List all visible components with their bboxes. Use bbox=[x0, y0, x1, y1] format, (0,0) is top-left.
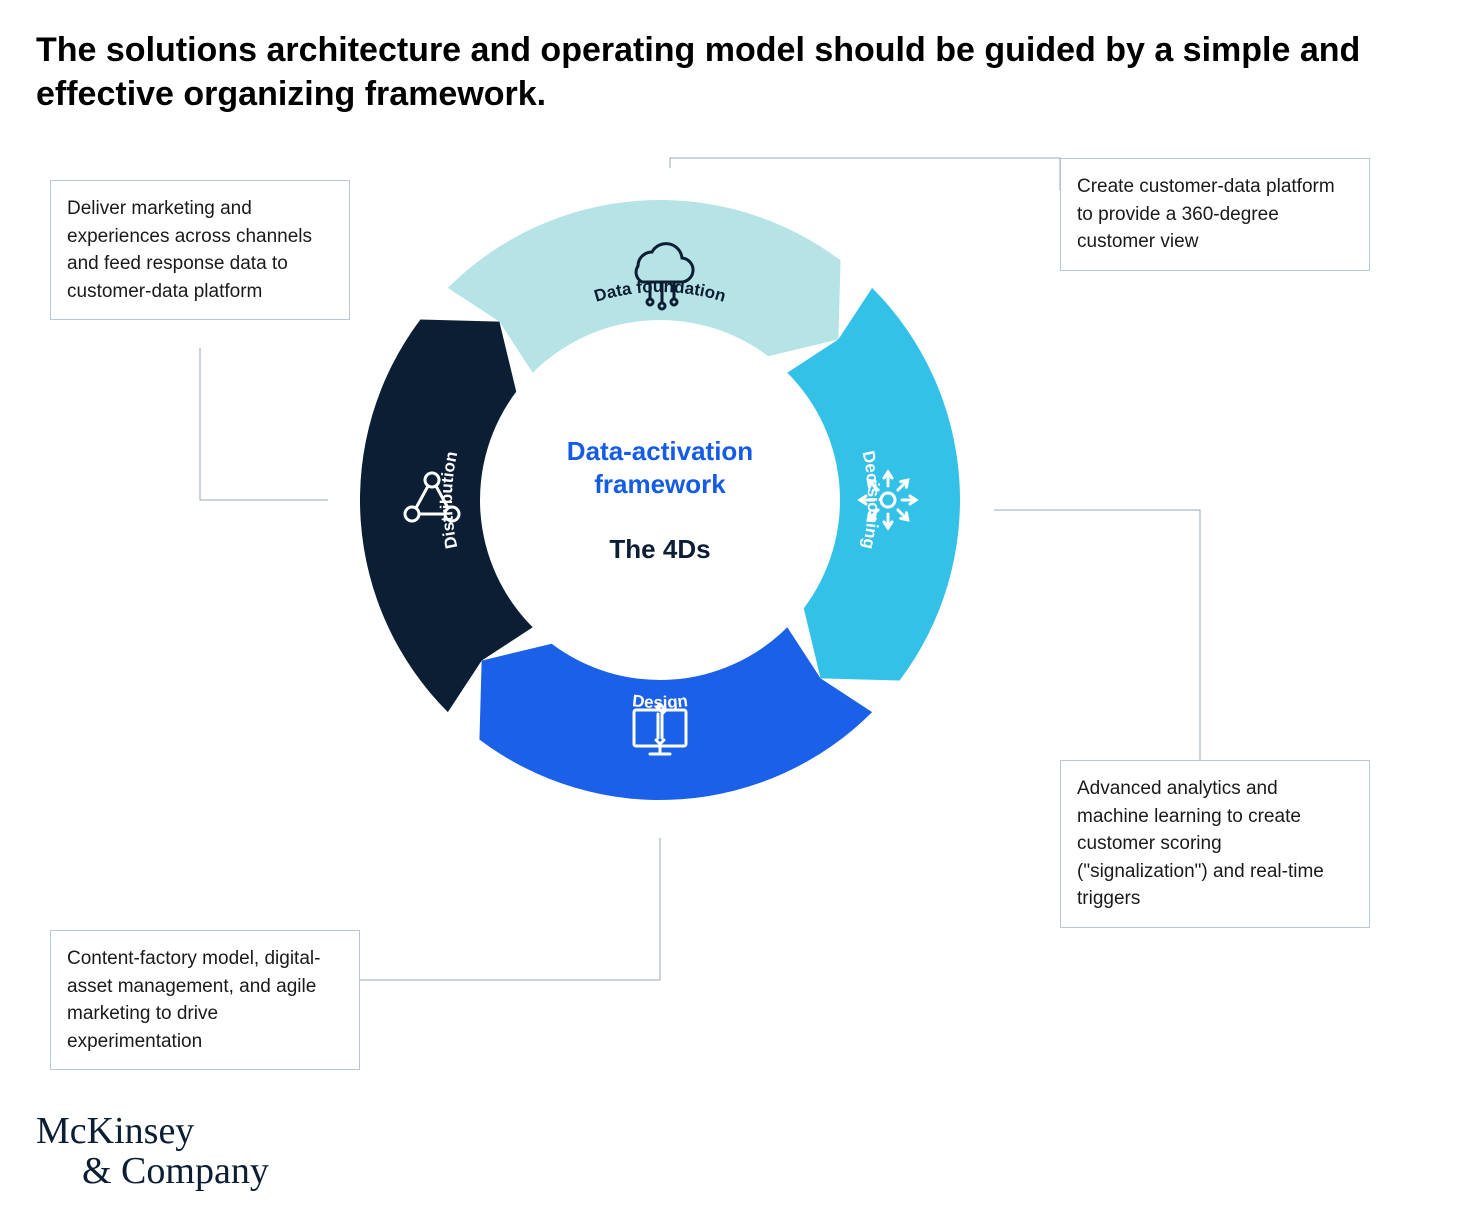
mckinsey-logo: McKinsey & Company bbox=[36, 1112, 269, 1192]
callout-distribution: Deliver marketing and experiences across… bbox=[50, 180, 350, 320]
callout-data-foundation: Create customer-data platform to provide… bbox=[1060, 158, 1370, 271]
segment-label-design: Design bbox=[631, 691, 688, 712]
page-title: The solutions architecture and operating… bbox=[36, 28, 1384, 116]
donut-chart: Data foundationDecisioningDesignDistribu… bbox=[320, 160, 1000, 840]
diagram-area: Data foundationDecisioningDesignDistribu… bbox=[0, 150, 1464, 1050]
callout-decisioning: Advanced analytics and machine learning … bbox=[1060, 760, 1370, 928]
callout-design: Content-factory model, digital-asset man… bbox=[50, 930, 360, 1070]
segment-design bbox=[479, 627, 872, 800]
